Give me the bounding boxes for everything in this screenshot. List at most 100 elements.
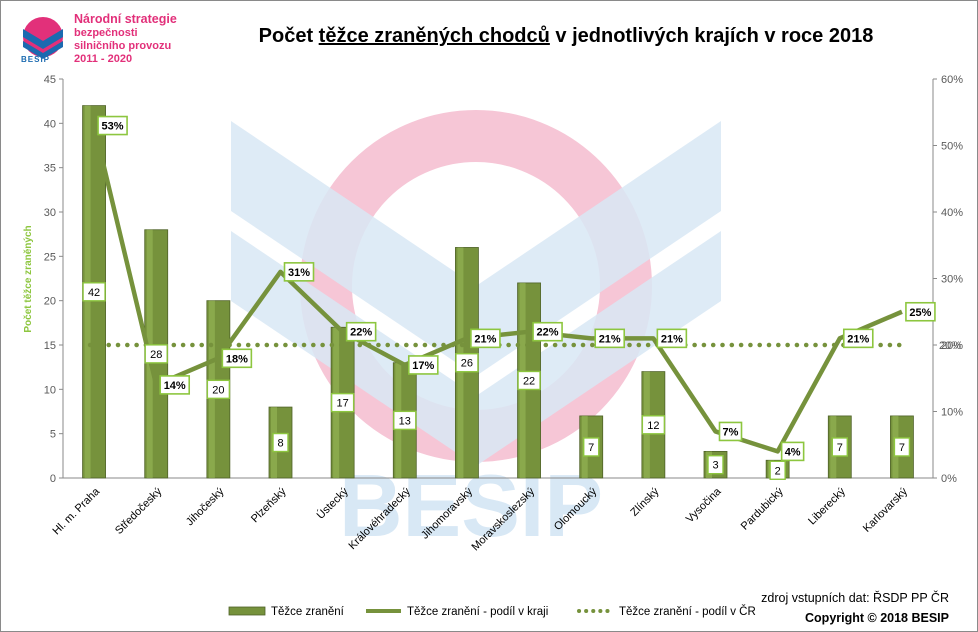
bar-value-box xyxy=(641,415,666,435)
y-tick-label: 5 xyxy=(50,429,56,441)
category-label: Středočeský xyxy=(113,485,165,537)
legend-bar-swatch xyxy=(228,606,266,616)
share-value-label: 7% xyxy=(723,426,739,438)
logo-chevron-1 xyxy=(23,29,63,49)
bar-value-label: 28 xyxy=(150,349,162,361)
legend-dotted-label: Těžce zranění - podíl v ČR xyxy=(619,605,756,618)
y-ticks-left: 0 5 10 15 20 25 30 35 40 45 xyxy=(44,74,63,485)
category-label: Pardubický xyxy=(739,485,786,532)
share-value-box xyxy=(594,328,626,349)
bar-value-box xyxy=(455,353,479,373)
share-value-label: 25% xyxy=(909,307,931,319)
y2-tick-label: 10% xyxy=(941,407,963,419)
bar-value-label: 26 xyxy=(461,358,473,370)
share-value-box xyxy=(283,262,315,282)
y-tick-label: 30 xyxy=(44,207,56,219)
share-value-box xyxy=(532,321,563,342)
category-label: Liberecký xyxy=(806,485,848,527)
title-part-2: v jednotlivých krajích v roce 2018 xyxy=(549,25,874,47)
copyright: Copyright © 2018 BESIP xyxy=(805,611,949,625)
y-tick-label: 10 xyxy=(44,384,56,396)
legend: Těžce zranění Těžce zranění - podíl v kr… xyxy=(228,605,756,618)
y-ticks-right: 0% 10% 20% 30% 40% 50% 60% xyxy=(933,74,963,485)
title-underlined: těžce zraněných chodců xyxy=(318,25,550,47)
bar-value-label: 20 xyxy=(212,384,224,396)
y2-tick-label: 60% xyxy=(941,74,963,86)
share-value-label: 21% xyxy=(847,333,869,345)
share-value-box xyxy=(905,301,936,322)
share-value-label: 21% xyxy=(599,333,621,345)
besip-logo xyxy=(23,17,63,59)
bar-value-label: 2 xyxy=(775,465,781,477)
y2-tick-label: 30% xyxy=(941,274,963,286)
bar-value-label: 12 xyxy=(647,420,659,432)
logo-text: Národní strategie bezpečnosti silničního… xyxy=(74,13,177,66)
share-value-box xyxy=(718,421,743,442)
share-value-label: 18% xyxy=(226,353,248,365)
bar-value-box xyxy=(272,432,289,453)
y-tick-label: 45 xyxy=(44,74,56,86)
bar-value-box xyxy=(206,379,231,400)
chart-title: Počet těžce zraněných chodců v jednotliv… xyxy=(191,25,941,48)
bar-value-label: 8 xyxy=(277,438,283,450)
data-source: zdroj vstupních dat: ŘSDP PP ČR xyxy=(761,591,949,605)
bar-value-label: 7 xyxy=(899,442,905,454)
y-axis-title: Počet těžce zraněných xyxy=(23,225,34,332)
share-value-box xyxy=(780,441,805,462)
bar-value-box xyxy=(330,392,355,413)
y-tick-label: 25 xyxy=(44,251,56,263)
y-tick-label: 40 xyxy=(44,118,56,130)
share-value-label: 4% xyxy=(785,446,801,458)
share-value-label: 53% xyxy=(102,121,124,133)
logo-line-3: silničního provozu xyxy=(74,40,172,52)
logo-chevron-2 xyxy=(23,41,63,59)
bar-value-box xyxy=(393,410,417,431)
y-tick-label: 0 xyxy=(50,473,56,485)
bar-value-box xyxy=(707,455,724,475)
category-label: Plzeňský xyxy=(249,485,289,525)
bar-value-box xyxy=(893,437,911,457)
title-part-1: Počet xyxy=(258,25,319,47)
y-tick-label: 15 xyxy=(44,340,56,352)
share-value-box xyxy=(407,355,439,375)
category-label: Karlovarský xyxy=(861,485,910,534)
logo-word: BESIP xyxy=(21,55,51,64)
legend-line-label: Těžce zranění - podíl v kraji xyxy=(407,606,548,618)
share-value-box xyxy=(345,321,377,342)
share-labels: 53% 14% 18% 31% 22% 17% 21% 22% 21% 21% 7% 4% 21% 25% xyxy=(97,115,936,462)
bar-value-label: 7 xyxy=(588,442,594,454)
logo-line-2: bezpečnosti xyxy=(74,27,138,39)
bar-value-label: 42 xyxy=(88,287,100,299)
category-label: Vysočina xyxy=(684,485,724,525)
bar-value-label: 3 xyxy=(712,460,718,472)
share-value-label: 21% xyxy=(661,333,683,345)
y2-tick-label: 0% xyxy=(941,473,957,485)
share-value-box xyxy=(470,328,501,349)
bar-value-box xyxy=(831,437,848,457)
share-value-box xyxy=(97,115,128,136)
y-tick-label: 35 xyxy=(44,163,56,175)
y2-tick-label: 40% xyxy=(941,207,963,219)
category-label: Zlínský xyxy=(628,485,661,518)
share-value-box xyxy=(221,348,253,369)
share-value-box xyxy=(842,328,874,349)
category-label: Hl. m. Praha xyxy=(50,485,102,537)
share-value-label: 22% xyxy=(537,327,559,339)
bar-value-box xyxy=(769,460,786,480)
share-value-label: 22% xyxy=(350,327,372,339)
share-value-label: 31% xyxy=(288,267,310,279)
logo-line-1: Národní strategie xyxy=(74,12,177,26)
category-label: Jihočeský xyxy=(184,485,227,528)
bar-value-label: 22 xyxy=(523,375,535,387)
share-value-box xyxy=(656,328,688,349)
bar-value-label: 7 xyxy=(837,442,843,454)
bar-value-box xyxy=(144,344,168,364)
y-tick-label: 20 xyxy=(44,296,56,308)
y2-tick-label: 50% xyxy=(941,141,963,153)
y2-tick-label: 20% xyxy=(941,340,963,352)
bar-value-label: 17 xyxy=(337,398,349,410)
share-value-box xyxy=(159,375,191,395)
bar-value-label: 13 xyxy=(399,415,411,427)
